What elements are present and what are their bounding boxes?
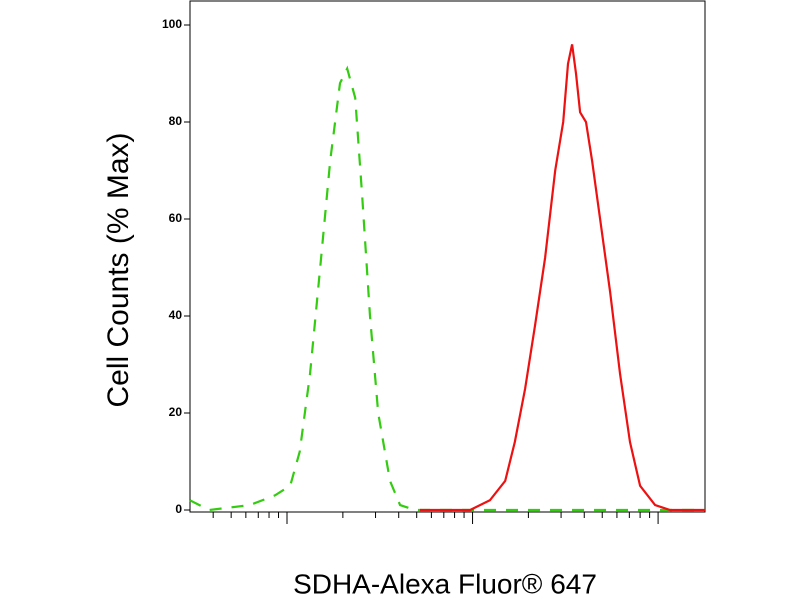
y-tick-label: 20 xyxy=(169,405,183,419)
data-line xyxy=(189,65,705,512)
data-line xyxy=(420,44,705,512)
y-tick-label: 60 xyxy=(169,211,183,225)
plot-frame xyxy=(189,0,706,513)
y-tick-label: 100 xyxy=(162,17,182,31)
y-tick-label: 0 xyxy=(175,502,182,516)
y-tick-label: 80 xyxy=(169,114,183,128)
y-axis-label: Cell Counts (% Max) xyxy=(102,132,135,407)
y-tick-label: 40 xyxy=(169,308,183,322)
x-axis-label: SDHA-Alexa Fluor® 647 xyxy=(293,568,597,599)
